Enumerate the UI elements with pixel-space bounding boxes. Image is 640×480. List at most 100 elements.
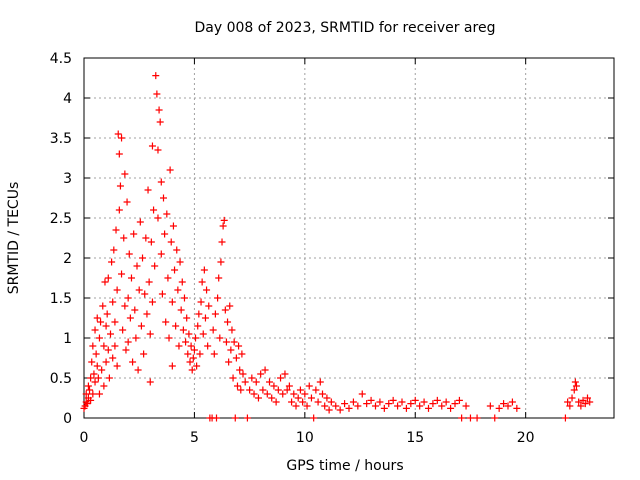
data-point <box>281 370 289 378</box>
data-point <box>87 374 95 382</box>
data-point <box>115 150 123 158</box>
data-point <box>97 318 105 326</box>
data-point <box>82 398 90 406</box>
data-point <box>115 206 123 214</box>
data-point <box>84 382 92 390</box>
data-point <box>564 398 572 406</box>
data-point <box>225 358 233 366</box>
data-point <box>222 338 230 346</box>
data-point <box>294 394 302 402</box>
data-point <box>586 398 594 406</box>
data-point <box>236 366 244 374</box>
data-point <box>133 262 141 270</box>
data-point <box>425 404 432 412</box>
chart-title: Day 008 of 2023, SRMTID for receiver are… <box>195 20 496 36</box>
data-point <box>140 350 148 358</box>
data-point <box>385 400 393 408</box>
data-point <box>161 230 169 238</box>
data-point <box>141 290 149 298</box>
x-tick-label: 20 <box>517 430 535 446</box>
data-point <box>146 378 154 386</box>
data-point <box>124 294 132 302</box>
data-point <box>102 358 110 366</box>
data-point <box>380 404 388 412</box>
tick-layer: 0 0.5 1 1.5 2 2.5 3 3.5 4 4.5 0 5 10 15 20 <box>50 51 614 446</box>
data-point <box>266 378 273 386</box>
y-tick-label: 3.5 <box>50 131 72 147</box>
data-point <box>575 398 583 406</box>
data-point <box>132 334 140 342</box>
data-point <box>433 396 441 404</box>
data-point <box>248 374 256 382</box>
data-point <box>254 394 262 402</box>
data-point <box>250 390 258 398</box>
data-point <box>120 234 128 242</box>
data-point <box>184 350 192 358</box>
data-point <box>221 306 229 314</box>
data-point <box>268 394 276 402</box>
data-point <box>145 278 153 286</box>
data-point <box>325 406 333 414</box>
data-point <box>209 326 217 334</box>
data-point <box>102 322 110 330</box>
data-point <box>91 378 99 386</box>
data-point <box>101 278 109 286</box>
data-point <box>354 402 362 410</box>
data-point <box>217 258 225 266</box>
data-point <box>513 404 521 412</box>
data-point <box>429 400 437 408</box>
data-point <box>372 402 379 410</box>
data-point <box>214 294 222 302</box>
data-point <box>88 358 96 366</box>
data-point <box>500 400 508 408</box>
data-point <box>277 374 285 382</box>
data-point <box>314 398 322 406</box>
data-point <box>129 358 137 366</box>
y-tick-label: 4.5 <box>50 51 72 67</box>
data-point <box>107 330 114 338</box>
data-point <box>200 266 208 274</box>
data-point <box>154 214 162 222</box>
data-point <box>182 338 190 346</box>
x-tick-label: 10 <box>296 430 314 446</box>
y-axis-label: SRMTID / TECUs <box>6 182 22 295</box>
data-point <box>323 394 331 402</box>
data-point <box>168 298 176 306</box>
data-point <box>572 382 580 390</box>
data-point <box>455 396 463 404</box>
data-point <box>109 298 117 306</box>
data-point <box>147 238 155 246</box>
data-point <box>179 326 187 334</box>
data-point <box>566 402 574 410</box>
data-point <box>151 262 159 270</box>
data-point <box>238 350 246 358</box>
data-point <box>319 390 326 398</box>
data-point <box>227 346 235 354</box>
data-point <box>177 306 185 314</box>
data-point <box>232 354 240 362</box>
data-point <box>90 370 98 378</box>
data-point <box>420 398 428 406</box>
data-point <box>402 404 410 412</box>
data-point <box>486 402 494 410</box>
data-point <box>122 346 130 354</box>
data-point <box>257 370 265 378</box>
data-point <box>82 390 90 398</box>
data-point <box>86 386 94 394</box>
data-point <box>246 386 254 394</box>
data-point <box>111 342 119 350</box>
data-point <box>451 400 459 408</box>
data-point <box>162 318 170 326</box>
data-point <box>160 194 167 202</box>
data-point <box>95 390 103 398</box>
data-point <box>89 390 97 398</box>
data-point <box>87 396 95 404</box>
data-point <box>93 314 101 322</box>
data-point <box>581 400 589 408</box>
data-point <box>176 258 184 266</box>
data-point <box>231 414 239 422</box>
data-point <box>305 382 313 390</box>
data-point <box>153 90 161 98</box>
data-point <box>137 322 145 330</box>
